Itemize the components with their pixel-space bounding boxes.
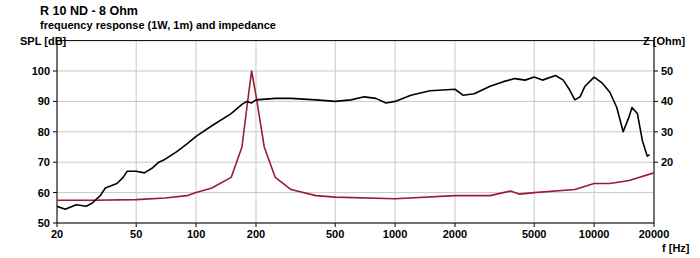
subtitle: frequency response (1W, 1m) and impedanc… <box>40 19 276 31</box>
y2-tick-label: 50 <box>661 65 673 77</box>
x-tick <box>455 223 456 227</box>
y-tick <box>53 223 57 224</box>
y-tick <box>53 162 57 163</box>
x-tick-label: 20 <box>51 228 63 240</box>
x-tick-label: 1000 <box>383 228 407 240</box>
y-grid-line <box>57 162 654 163</box>
y-grid-line <box>57 131 654 132</box>
y-tick-label: 100 <box>32 65 50 77</box>
x-tick-label: 2000 <box>443 228 467 240</box>
y-grid-line <box>57 101 654 102</box>
spl-line <box>57 76 650 210</box>
x-tick-label: 500 <box>326 228 344 240</box>
y-tick-label: 70 <box>38 156 50 168</box>
x-tick <box>57 223 58 227</box>
plot-frame <box>57 41 654 223</box>
y2-tick <box>654 101 658 102</box>
x-tick <box>594 223 595 227</box>
y-grid-line <box>57 71 654 72</box>
x-tick <box>136 223 137 227</box>
grid <box>57 41 654 223</box>
x-tick <box>335 223 336 227</box>
y-tick <box>53 101 57 102</box>
chart: R 10 ND - 8 Ohmfrequency response (1W, 1… <box>0 0 700 258</box>
x-tick-label: 50 <box>130 228 142 240</box>
y-tick-label: 90 <box>38 95 50 107</box>
series-group <box>57 71 654 209</box>
y-axis-label: SPL [dB] <box>20 35 67 47</box>
y2-tick-label: 30 <box>661 126 673 138</box>
x-tick-label: 5000 <box>522 228 546 240</box>
y2-axis-label: Z [Ohm] <box>643 35 685 47</box>
x-tick-label: 20000 <box>639 228 670 240</box>
x-tick-label: 200 <box>247 228 265 240</box>
title: R 10 ND - 8 Ohm <box>40 4 138 18</box>
y-tick-label: 80 <box>38 126 50 138</box>
x-tick <box>534 223 535 227</box>
x-tick-label: 10000 <box>579 228 610 240</box>
y2-tick <box>654 71 658 72</box>
y-grid-line <box>57 192 654 193</box>
y2-tick <box>654 131 658 132</box>
x-tick-label: 100 <box>187 228 205 240</box>
impedance-line <box>57 71 654 200</box>
y-tick <box>53 71 57 72</box>
y2-tick-label: 20 <box>661 156 673 168</box>
x-tick <box>654 223 655 227</box>
y-tick <box>53 131 57 132</box>
x-tick <box>256 223 257 227</box>
y2-tick <box>654 162 658 163</box>
y-tick-label: 50 <box>38 217 50 229</box>
x-tick <box>395 223 396 227</box>
y-tick-label: 60 <box>38 187 50 199</box>
y2-tick-label: 40 <box>661 95 673 107</box>
y-tick <box>53 192 57 193</box>
x-axis-label: f [Hz] <box>662 242 690 254</box>
x-tick <box>196 223 197 227</box>
